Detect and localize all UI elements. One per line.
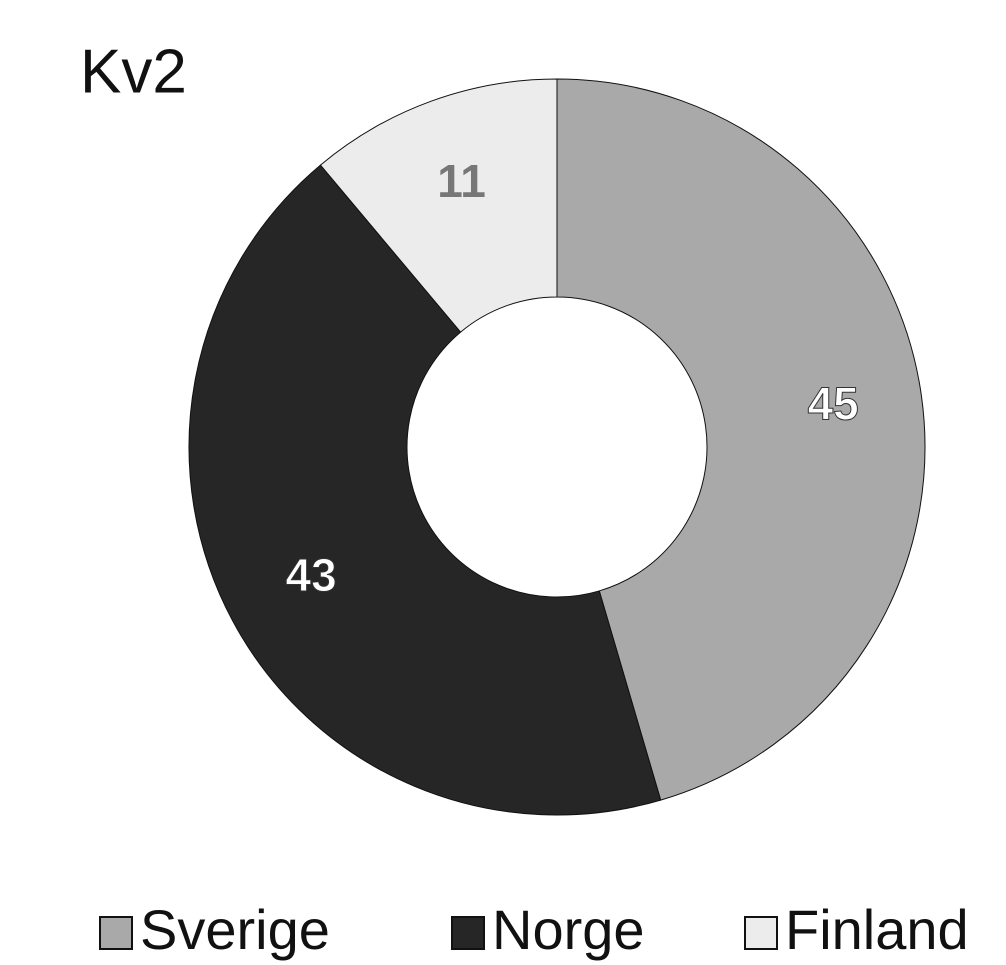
legend-swatch [451,916,485,950]
legend-label: Finland [785,898,969,961]
legend-swatch [744,916,778,950]
data-label: 43 [285,549,336,601]
chart-title: Kv2 [80,37,187,106]
data-label: 11 [437,155,486,207]
donut-slice [188,164,662,816]
legend-swatch [99,916,133,950]
legend-label: Norge [492,898,645,961]
data-label: 45 [808,377,859,429]
donut-slice [556,78,926,801]
legend-label: Sverige [140,898,330,961]
donut-slice [319,78,558,333]
